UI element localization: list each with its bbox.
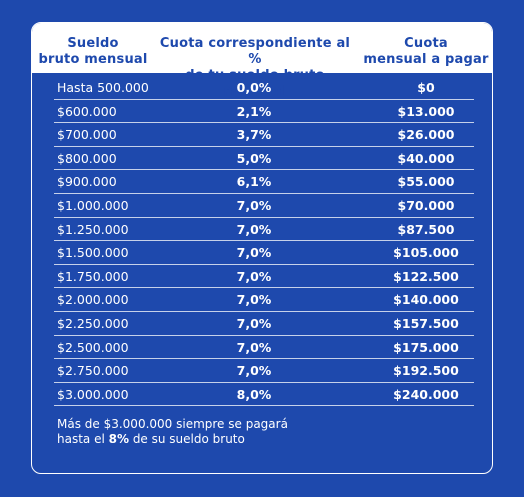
header-salary: Sueldo bruto mensual	[38, 36, 148, 68]
cell-salary: $1.000.000	[57, 197, 129, 213]
fee-table-card: Sueldo bruto mensual Cuota correspondien…	[31, 22, 493, 474]
cell-fee: $140.000	[393, 292, 459, 308]
cell-fee: $26.000	[397, 127, 455, 143]
cell-salary: $2.250.000	[57, 315, 129, 331]
table-row: $1.000.000 7,0% $70.000	[54, 194, 474, 218]
header-percent-line2: de tu sueldo bruto mensual	[185, 68, 325, 99]
cell-fee: $87.500	[397, 221, 455, 237]
cell-percent: 6,1%	[236, 174, 272, 190]
cell-fee: $192.500	[393, 363, 459, 379]
footnote: Más de $3.000.000 siempre se pagará hast…	[57, 417, 457, 447]
cell-fee: $157.500	[393, 315, 459, 331]
cell-percent: 7,0%	[236, 268, 272, 284]
cell-salary: $2.500.000	[57, 339, 129, 355]
cell-percent: 7,0%	[236, 221, 272, 237]
table-row: $3.000.000 8,0% $240.000	[54, 383, 474, 407]
cell-fee: $105.000	[393, 245, 459, 261]
header-percent-line1: Cuota correspondiente al %	[159, 36, 351, 67]
cell-percent: 7,0%	[236, 245, 272, 261]
cell-salary: $1.500.000	[57, 245, 129, 261]
footnote-line2: hasta el 8% de su sueldo bruto	[57, 432, 457, 447]
table-row: $1.250.000 7,0% $87.500	[54, 218, 474, 242]
cell-salary: $1.750.000	[57, 268, 129, 284]
footnote-suffix: de su sueldo bruto	[129, 432, 245, 446]
cell-salary: $2.750.000	[57, 363, 129, 379]
cell-fee: $40.000	[397, 150, 455, 166]
header-percent: Cuota correspondiente al % de tu sueldo …	[155, 36, 355, 100]
cell-salary: $1.250.000	[57, 221, 129, 237]
cell-fee: $122.500	[393, 268, 459, 284]
cell-percent: 8,0%	[236, 386, 272, 402]
cell-percent: 3,7%	[236, 127, 272, 143]
cell-fee: $175.000	[393, 339, 459, 355]
cell-percent: 7,0%	[236, 339, 272, 355]
header-fee-line2: mensual a pagar	[363, 52, 489, 67]
table-row: $600.000 2,1% $13.000	[54, 100, 474, 124]
footnote-prefix: hasta el	[57, 432, 109, 446]
cell-percent: 2,1%	[236, 103, 272, 119]
table-body: Hasta 500.000 0,0% $0 $600.000 2,1% $13.000 …	[54, 76, 474, 407]
footnote-line1: Más de $3.000.000 siempre se pagará	[57, 417, 288, 431]
header-salary-line2: bruto mensual	[38, 52, 148, 67]
cell-fee: $13.000	[397, 103, 455, 119]
cell-salary: $2.000.000	[57, 292, 129, 308]
cell-fee: $55.000	[397, 174, 455, 190]
table-row: $2.500.000 7,0% $175.000	[54, 336, 474, 360]
table-row: $2.250.000 7,0% $157.500	[54, 312, 474, 336]
table-row: $2.000.000 7,0% $140.000	[54, 288, 474, 312]
cell-salary: $800.000	[57, 150, 117, 166]
header-fee-line1: Cuota	[404, 36, 448, 51]
cell-percent: 5,0%	[236, 150, 272, 166]
table-row: Hasta 500.000 0,0% $0	[54, 76, 474, 100]
header-fee: Cuota mensual a pagar	[362, 36, 490, 68]
table-row: $800.000 5,0% $40.000	[54, 147, 474, 171]
table-row: $2.750.000 7,0% $192.500	[54, 359, 474, 383]
cell-percent: 7,0%	[236, 363, 272, 379]
table-row: $1.750.000 7,0% $122.500	[54, 265, 474, 289]
cell-fee: $70.000	[397, 197, 455, 213]
cell-percent: 7,0%	[236, 197, 272, 213]
table-row: $900.000 6,1% $55.000	[54, 170, 474, 194]
table-header: Sueldo bruto mensual Cuota correspondien…	[32, 23, 492, 99]
cell-percent: 0,0%	[236, 80, 272, 95]
cell-fee: $0	[417, 80, 435, 95]
cell-percent: 7,0%	[236, 292, 272, 308]
footnote-percent: 8%	[108, 432, 129, 446]
table-row: $1.500.000 7,0% $105.000	[54, 241, 474, 265]
cell-percent: 7,0%	[236, 315, 272, 331]
cell-fee: $240.000	[393, 386, 459, 402]
header-salary-line1: Sueldo	[67, 36, 119, 51]
cell-salary: $900.000	[57, 174, 117, 190]
cell-salary: $3.000.000	[57, 386, 129, 402]
cell-salary: Hasta 500.000	[57, 80, 149, 95]
cell-salary: $600.000	[57, 103, 117, 119]
cell-salary: $700.000	[57, 127, 117, 143]
table-row: $700.000 3,7% $26.000	[54, 123, 474, 147]
